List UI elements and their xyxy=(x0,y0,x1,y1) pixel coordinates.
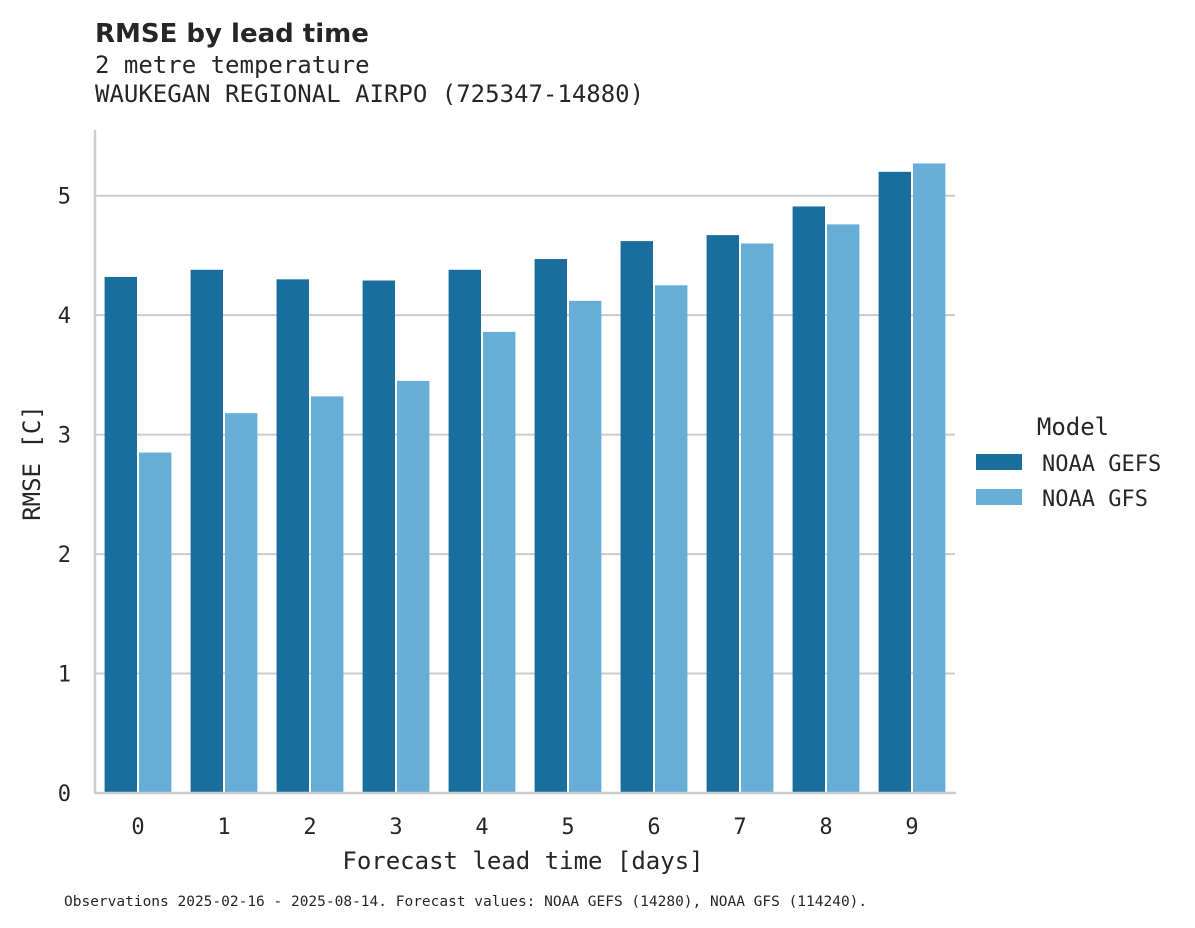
y-tick-label-4: 4 xyxy=(58,304,71,329)
bar-noaa-gefs-day-5 xyxy=(534,259,567,793)
chart-subtitle-station: WAUKEGAN REGIONAL AIRPO (725347-14880) xyxy=(95,80,644,108)
bar-series xyxy=(104,163,946,794)
x-tick-label-3: 3 xyxy=(389,815,402,840)
footnote: Observations 2025-02-16 - 2025-08-14. Fo… xyxy=(64,894,867,910)
x-tick-label-8: 8 xyxy=(819,815,832,840)
bar-noaa-gfs-day-5 xyxy=(569,300,602,793)
x-tick-label-2: 2 xyxy=(303,815,316,840)
chart-subtitle-variable: 2 metre temperature xyxy=(95,51,370,79)
bar-noaa-gfs-day-1 xyxy=(225,413,258,793)
bar-noaa-gefs-day-0 xyxy=(104,276,137,793)
x-tick-labels: 0 1 2 3 4 5 6 7 8 9 xyxy=(131,815,918,840)
bar-noaa-gfs-day-9 xyxy=(913,163,946,793)
bar-noaa-gefs-day-8 xyxy=(792,206,825,794)
y-tick-label-2: 2 xyxy=(58,543,71,568)
x-tick-label-9: 9 xyxy=(905,815,918,840)
bar-noaa-gefs-day-6 xyxy=(620,241,653,793)
y-axis-label: RMSE [C] xyxy=(18,405,46,521)
y-tick-labels: 0 1 2 3 4 5 xyxy=(58,185,71,807)
bar-noaa-gefs-day-9 xyxy=(878,171,911,794)
bar-noaa-gefs-day-3 xyxy=(362,280,395,793)
y-gridlines xyxy=(95,194,955,675)
bar-noaa-gefs-day-2 xyxy=(276,279,309,793)
y-tick-label-3: 3 xyxy=(58,424,71,449)
bar-noaa-gfs-day-2 xyxy=(311,396,344,793)
y-tick-label-5: 5 xyxy=(58,185,71,210)
legend-swatch-noaa-gefs xyxy=(976,454,1022,470)
y-tick-label-0: 0 xyxy=(58,782,71,807)
x-tick-label-4: 4 xyxy=(475,815,488,840)
bar-noaa-gfs-day-8 xyxy=(827,224,860,793)
legend-swatch-noaa-gfs xyxy=(976,489,1022,505)
legend-label-noaa-gefs: NOAA GEFS xyxy=(1042,452,1161,477)
bar-noaa-gefs-day-7 xyxy=(706,235,739,793)
x-tick-label-5: 5 xyxy=(561,815,574,840)
x-tick-label-0: 0 xyxy=(131,815,144,840)
x-tick-label-1: 1 xyxy=(217,815,230,840)
legend: Model NOAA GEFS NOAA GFS xyxy=(976,413,1161,512)
y-tick-label-1: 1 xyxy=(58,663,71,688)
bar-noaa-gfs-day-6 xyxy=(655,285,688,793)
x-tick-label-6: 6 xyxy=(647,815,660,840)
x-axis-label: Forecast lead time [days] xyxy=(342,847,703,875)
legend-title: Model xyxy=(1037,413,1109,441)
chart-title: RMSE by lead time xyxy=(95,19,369,49)
bar-noaa-gfs-day-0 xyxy=(139,452,172,793)
legend-label-noaa-gfs: NOAA GFS xyxy=(1042,487,1148,512)
x-tick-label-7: 7 xyxy=(733,815,746,840)
bar-noaa-gefs-day-1 xyxy=(190,269,223,793)
bar-noaa-gfs-day-3 xyxy=(397,380,430,793)
bar-noaa-gefs-day-4 xyxy=(448,269,481,793)
bar-noaa-gfs-day-7 xyxy=(741,243,774,794)
bar-noaa-gfs-day-4 xyxy=(483,331,516,793)
